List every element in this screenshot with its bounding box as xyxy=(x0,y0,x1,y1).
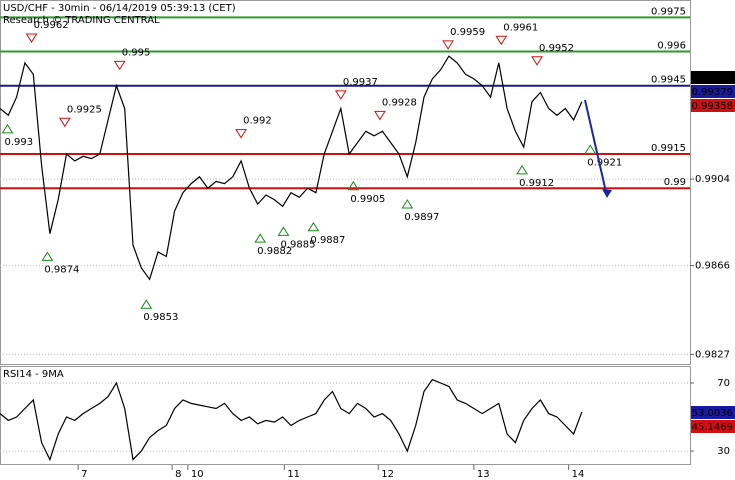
trough-marker xyxy=(254,233,267,243)
peak-marker xyxy=(495,35,508,46)
forecast-arrow xyxy=(584,99,607,193)
trough-label: 0.9885 xyxy=(280,239,315,250)
peak-label: 0.9928 xyxy=(382,97,417,108)
peak-label: 0.9952 xyxy=(539,43,574,54)
y-tick-label: 0.9904 xyxy=(695,174,730,185)
trough-marker xyxy=(140,299,153,309)
price-box xyxy=(691,71,735,84)
peak-label: 0.9959 xyxy=(450,27,485,38)
trough-label: 0.9874 xyxy=(44,264,79,275)
peak-label: 0.995 xyxy=(122,47,151,58)
rsi-title: RSI14 - 9MA xyxy=(3,369,64,380)
chart-subtitle: Research © TRADING CENTRAL xyxy=(3,15,160,26)
price-box xyxy=(691,85,735,98)
trough-marker xyxy=(41,251,54,261)
price-box xyxy=(691,420,735,433)
peak-marker xyxy=(113,60,126,71)
price-label: 0.99358 xyxy=(692,101,733,112)
peak-marker xyxy=(374,110,386,121)
forecast-arrowhead xyxy=(602,189,612,198)
trough-label: 0.9853 xyxy=(143,312,178,323)
price-label: 45.1469 xyxy=(692,422,733,433)
trough-marker xyxy=(277,226,290,236)
trough-label: 0.9921 xyxy=(587,157,622,168)
level-label: 0.9915 xyxy=(651,143,686,154)
y-tick-label: 0.9866 xyxy=(695,261,730,272)
peak-label: 0.9961 xyxy=(503,22,538,33)
price-label: 0.99379 xyxy=(692,87,733,98)
trough-marker xyxy=(307,221,320,232)
trough-label: 0.9882 xyxy=(257,246,292,257)
y-tick-label: 30 xyxy=(717,446,730,457)
peak-marker xyxy=(25,33,38,43)
peak-marker xyxy=(58,117,71,128)
level-label: 0.996 xyxy=(657,41,686,52)
x-tick-label: 10 xyxy=(191,469,204,480)
main-panel xyxy=(0,0,691,365)
x-tick-label: 11 xyxy=(287,469,300,480)
chart-title: USD/CHF - 30min - 06/14/2019 05:39:13 (C… xyxy=(3,3,236,14)
trough-label: 0.993 xyxy=(4,137,33,148)
peak-label: 0.9937 xyxy=(343,77,378,88)
trough-marker xyxy=(347,180,360,191)
trough-marker xyxy=(1,123,14,134)
y-tick-label: 0.9827 xyxy=(695,349,730,360)
level-label: 0.99 xyxy=(664,177,686,188)
level-label: 0.9945 xyxy=(651,75,686,86)
price-box xyxy=(691,406,735,419)
peak-label: 0.9962 xyxy=(34,20,69,31)
trough-label: 0.9887 xyxy=(310,235,345,246)
x-tick-label: 8 xyxy=(175,469,181,480)
rsi-panel xyxy=(0,366,691,465)
price-label: 0.99384 xyxy=(692,73,733,84)
price-box xyxy=(691,99,735,112)
peak-label: 0.9925 xyxy=(67,104,102,115)
peak-label: 0.992 xyxy=(243,116,272,127)
peak-marker xyxy=(334,90,347,100)
trough-label: 0.9897 xyxy=(404,212,439,223)
trough-label: 0.9905 xyxy=(350,194,385,205)
x-tick-label: 7 xyxy=(81,469,87,480)
price-label: 53.0036 xyxy=(692,408,733,419)
series-line xyxy=(0,55,583,281)
peak-marker xyxy=(235,129,247,139)
trough-marker xyxy=(516,164,528,175)
x-tick-label: 14 xyxy=(572,469,585,480)
x-tick-label: 13 xyxy=(477,469,490,480)
trough-label: 0.9912 xyxy=(519,178,554,189)
peak-marker xyxy=(442,40,454,50)
y-tick-label: 70 xyxy=(717,378,730,389)
series-line xyxy=(0,378,583,462)
level-label: 0.9975 xyxy=(651,6,686,17)
x-tick-label: 12 xyxy=(381,469,394,480)
peak-marker xyxy=(531,56,543,66)
trough-marker xyxy=(401,199,414,209)
trough-marker xyxy=(584,144,597,154)
